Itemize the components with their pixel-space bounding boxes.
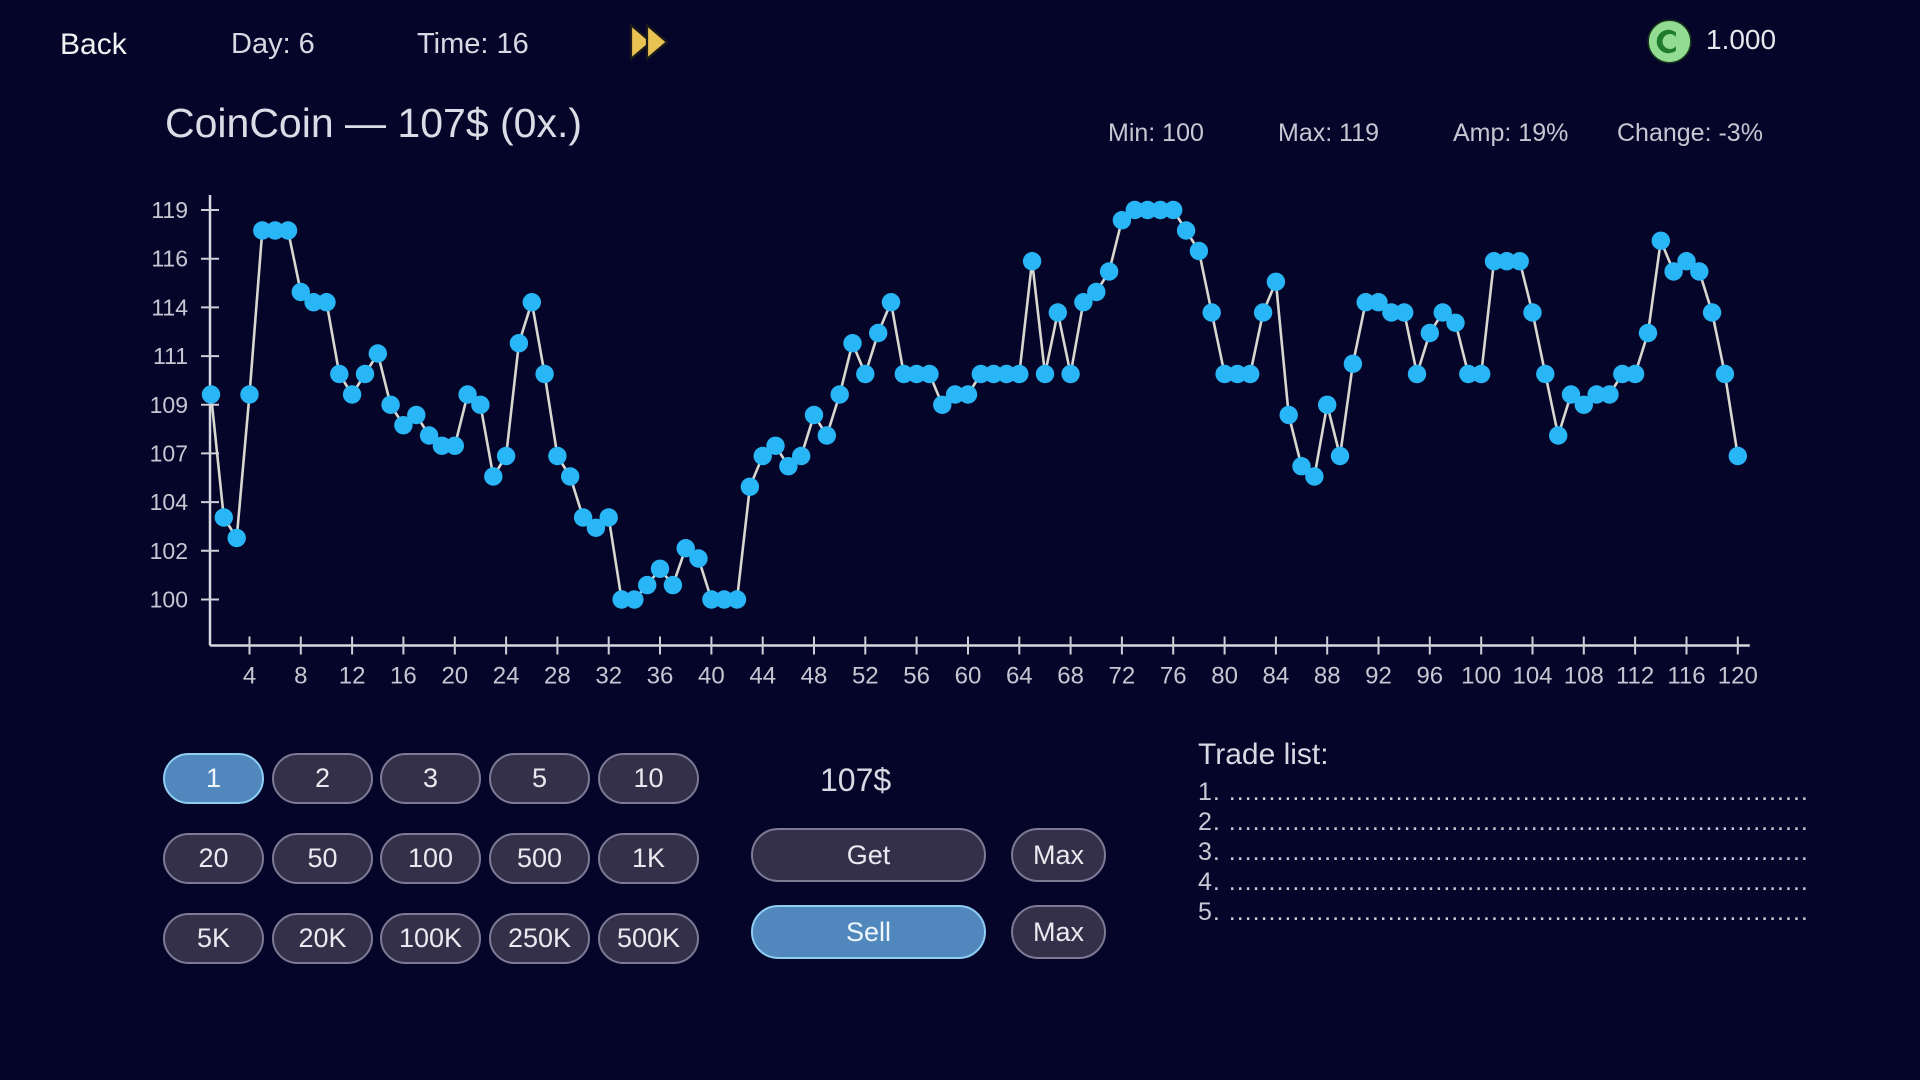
svg-text:100: 100 bbox=[150, 587, 188, 613]
svg-text:102: 102 bbox=[150, 538, 188, 564]
svg-text:84: 84 bbox=[1263, 663, 1290, 690]
svg-text:60: 60 bbox=[955, 663, 982, 690]
svg-text:88: 88 bbox=[1314, 663, 1341, 690]
svg-text:28: 28 bbox=[544, 663, 571, 690]
svg-text:112: 112 bbox=[1616, 663, 1654, 690]
svg-text:4: 4 bbox=[243, 663, 256, 690]
svg-text:48: 48 bbox=[801, 663, 828, 690]
svg-text:116: 116 bbox=[1667, 663, 1705, 690]
svg-text:72: 72 bbox=[1109, 663, 1136, 690]
svg-text:52: 52 bbox=[852, 663, 879, 690]
svg-text:104: 104 bbox=[150, 489, 189, 515]
svg-text:24: 24 bbox=[493, 663, 520, 690]
svg-text:76: 76 bbox=[1160, 663, 1187, 690]
svg-text:114: 114 bbox=[151, 294, 188, 320]
svg-text:96: 96 bbox=[1416, 663, 1443, 690]
svg-text:32: 32 bbox=[595, 663, 622, 690]
svg-text:80: 80 bbox=[1211, 663, 1238, 690]
svg-text:8: 8 bbox=[294, 663, 307, 690]
svg-text:100: 100 bbox=[1461, 663, 1501, 690]
svg-text:64: 64 bbox=[1006, 663, 1033, 690]
svg-text:108: 108 bbox=[1564, 663, 1604, 690]
svg-text:20: 20 bbox=[441, 663, 468, 690]
svg-text:92: 92 bbox=[1365, 663, 1392, 690]
svg-text:12: 12 bbox=[339, 663, 366, 690]
svg-text:116: 116 bbox=[151, 246, 188, 272]
svg-text:119: 119 bbox=[151, 197, 188, 223]
svg-text:104: 104 bbox=[1512, 663, 1552, 690]
svg-text:111: 111 bbox=[153, 343, 188, 369]
svg-text:40: 40 bbox=[698, 663, 725, 690]
svg-text:16: 16 bbox=[390, 663, 417, 690]
svg-text:36: 36 bbox=[647, 663, 674, 690]
svg-text:44: 44 bbox=[749, 663, 776, 690]
svg-text:107: 107 bbox=[150, 440, 188, 466]
svg-text:56: 56 bbox=[903, 663, 930, 690]
svg-text:109: 109 bbox=[150, 392, 188, 418]
svg-text:68: 68 bbox=[1057, 663, 1084, 690]
svg-text:120: 120 bbox=[1718, 663, 1758, 690]
